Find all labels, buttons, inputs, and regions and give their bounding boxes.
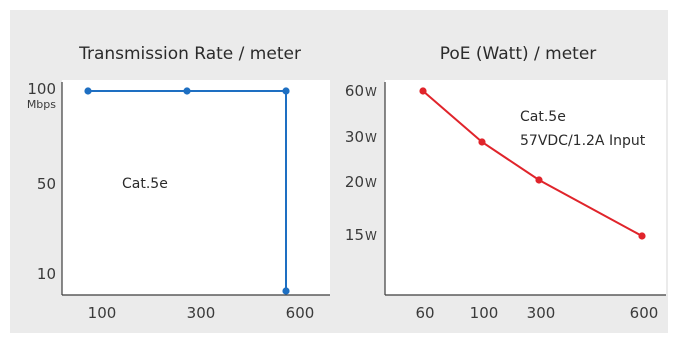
right-data-point [478,138,486,146]
right-chart-title: PoE (Watt) / meter [440,44,597,64]
right-plot-area [385,80,666,295]
right-y-tick-label: 30 [345,128,364,146]
right-x-tick-label: 300 [527,304,556,322]
right-series-line [422,90,643,237]
right-x-tick-label: 100 [470,304,499,322]
right-annotation-line-1: Cat.5e [520,109,566,125]
left-y-tick-label: 50 [37,175,56,193]
left-series [84,87,290,295]
left-data-point [282,87,290,95]
right-y-unit-label: W [365,85,377,99]
left-chart-title: Transmission Rate / meter [78,44,301,64]
left-plot-area [62,80,330,295]
right-y-unit-label: W [365,131,377,145]
right-series [419,87,646,240]
left-y-unit-label: Mbps [27,98,56,111]
right-data-point [419,87,427,95]
left-x-tick-label: 300 [187,304,216,322]
left-x-tick-label: 600 [286,304,315,322]
left-annotation: Cat.5e [122,176,168,192]
left-data-point [282,287,290,295]
right-y-tick-label: 15 [345,226,364,244]
right-x-tick-label: 600 [630,304,659,322]
right-x-tick-label: 60 [415,304,434,322]
transmission-rate-chart: Transmission Rate / meter 100 300 600100Mb… [27,44,330,322]
left-series-line [88,90,287,291]
right-y-tick-label: 20 [345,173,364,191]
right-y-unit-label: W [365,176,377,190]
left-y-tick-label: 10 [37,265,56,283]
right-annotation-line-2: 57VDC/1.2A Input [520,133,646,149]
right-data-point [638,232,646,240]
right-y-tick-label: 60 [345,82,364,100]
right-data-point [535,176,543,184]
left-y-tick-label: 100 [27,80,56,98]
left-data-point [183,87,191,95]
right-y-unit-label: W [365,229,377,243]
left-x-tick-label: 100 [88,304,117,322]
left-data-point [84,87,92,95]
